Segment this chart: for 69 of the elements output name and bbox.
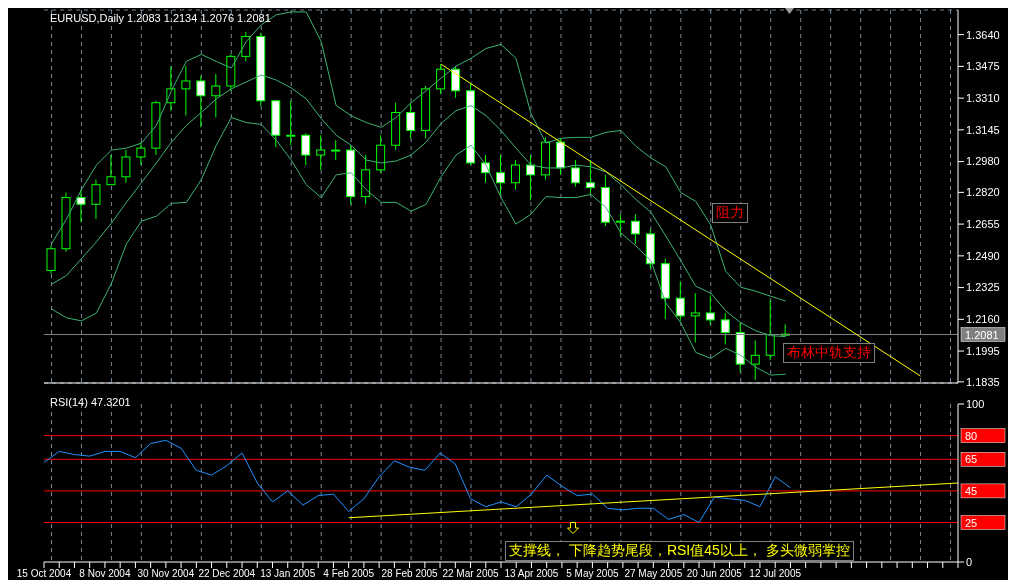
candlestick [436, 63, 446, 95]
x-tick-label: 28 Feb 2005 [381, 568, 439, 580]
candlestick [690, 292, 700, 343]
y-tick-label: 1.1835 [966, 375, 1000, 388]
annotation: 阻力 [712, 203, 748, 223]
candlestick [46, 245, 56, 275]
candlestick [121, 149, 131, 184]
candlestick [196, 75, 206, 128]
x-tick-label: 20 Jun 2005 [686, 568, 743, 580]
y-tick-label: 1.1995 [966, 344, 1000, 357]
x-tick-label: 22 Mar 2005 [442, 568, 500, 580]
x-tick-label: 4 Feb 2005 [323, 568, 375, 580]
x-tick-label: 12 Jul 2005 [749, 568, 802, 580]
candlestick [451, 65, 461, 99]
candlestick [286, 100, 296, 146]
candlestick [406, 102, 416, 139]
candlestick [106, 154, 116, 186]
x-tick-label: 13 Jan 2005 [260, 568, 316, 580]
x-tick-label: 30 Nov 2004 [137, 568, 195, 580]
annotation: 支撑线， 下降趋势尾段，RSI值45以上， 多头微弱掌控 [505, 541, 854, 561]
x-tick-label: 13 Apr 2005 [504, 568, 559, 580]
x-tick-label: 15 Oct 2004 [16, 568, 72, 580]
candlestick [705, 294, 715, 326]
candlestick [510, 159, 520, 191]
y-tick-label: 1.2160 [966, 313, 1000, 326]
ref-line-label: 65 [965, 453, 978, 466]
y-tick-label: 0 [966, 555, 973, 568]
candlestick [301, 132, 311, 166]
candlestick [720, 312, 730, 346]
ref-line-label: 45 [965, 484, 978, 497]
ref-line-label: 80 [965, 429, 978, 442]
y-tick-label: 100 [966, 397, 985, 410]
candlestick [136, 141, 146, 166]
candlestick [76, 189, 86, 223]
candlestick [331, 139, 341, 161]
candlestick [316, 134, 326, 171]
candlestick [91, 179, 101, 220]
ref-line-label: 25 [965, 516, 978, 529]
candlestick [525, 154, 535, 201]
candlestick [615, 213, 625, 237]
y-tick-label: 1.2980 [966, 155, 1000, 168]
candlestick [750, 339, 760, 381]
x-tick-label: 22 Dec 2004 [198, 568, 256, 580]
y-tick-label: 1.3310 [966, 92, 1000, 105]
x-tick-label: 27 May 2005 [624, 568, 683, 580]
y-tick-label: 1.2655 [966, 218, 1000, 231]
y-tick-label: 1.2820 [966, 186, 1000, 199]
ref-line-label: 1.2081 [965, 328, 999, 341]
line-series [50, 11, 787, 302]
x-tick-label: 5 May 2005 [566, 568, 619, 580]
y-tick-label: 1.2490 [966, 249, 1000, 262]
candlestick [675, 280, 685, 322]
candlestick [570, 159, 580, 188]
y-tick-label: 1.3475 [966, 60, 1000, 73]
y-tick-label: 1.3640 [966, 28, 1000, 41]
y-tick-label: 1.2325 [966, 281, 1000, 294]
candlestick [585, 159, 595, 195]
candlestick [765, 299, 775, 361]
y-tick-label: 1.3145 [966, 123, 1000, 136]
candlestick [630, 213, 640, 245]
chart-title: EURUSD,Daily 1.2083 1.2134 1.2076 1.2081 [50, 12, 271, 24]
x-tick-label: 8 Nov 2004 [79, 568, 131, 580]
candlestick [496, 154, 506, 195]
candlestick [181, 65, 191, 117]
annotation: 布林中轨支持 [783, 343, 875, 363]
line-series [50, 117, 787, 376]
candlestick [211, 73, 221, 119]
chart-title: RSI(14) 47.3201 [50, 396, 131, 408]
line-series [43, 439, 791, 523]
